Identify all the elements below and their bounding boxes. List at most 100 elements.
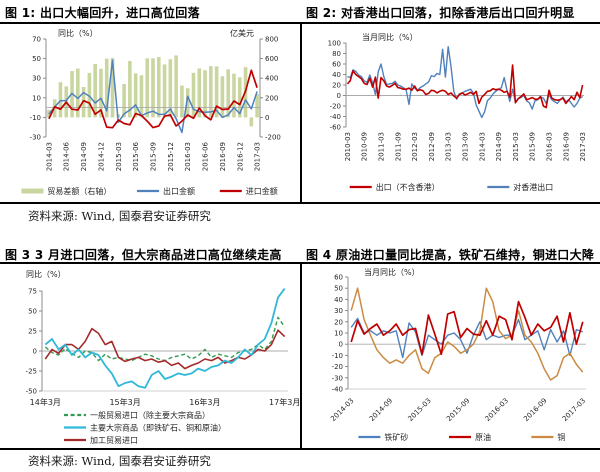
svg-text:2015-03: 2015-03 — [115, 142, 123, 171]
svg-text:2014-09: 2014-09 — [368, 397, 394, 423]
svg-text:-50: -50 — [26, 388, 37, 396]
svg-text:2016-09: 2016-09 — [522, 397, 548, 423]
svg-text:-20: -20 — [330, 103, 341, 111]
svg-text:20: 20 — [332, 82, 341, 90]
svg-text:2010-09: 2010-09 — [361, 132, 369, 161]
svg-text:50: 50 — [32, 55, 41, 63]
svg-text:0: 0 — [265, 114, 269, 122]
svg-text:2015-09: 2015-09 — [445, 397, 471, 423]
svg-text:-25: -25 — [26, 368, 37, 376]
y-axis-right: 800 600 400 200 0 -200 — [259, 36, 281, 142]
svg-text:2014-09: 2014-09 — [80, 142, 88, 171]
rule-above-top-source — [0, 202, 600, 205]
series-line — [48, 59, 258, 134]
svg-text:800: 800 — [265, 36, 278, 44]
svg-text:原油: 原油 — [475, 432, 491, 442]
rule-under-top-titles — [0, 22, 600, 25]
svg-text:2012-09: 2012-09 — [428, 132, 436, 161]
legend: 铁矿砂 原油 铜 — [358, 432, 565, 442]
svg-text:-60: -60 — [330, 124, 341, 132]
svg-text:40: 40 — [334, 296, 343, 304]
svg-text:2010-03: 2010-03 — [344, 132, 352, 161]
series-line — [44, 316, 286, 362]
svg-text:-20: -20 — [332, 363, 343, 371]
svg-text:贸易差额（右轴）: 贸易差额（右轴） — [47, 186, 111, 196]
svg-text:100: 100 — [328, 40, 341, 48]
x-axis-labels: 2014-03 2014-06 2014-09 2014-12 2015-03 2015-… — [45, 141, 261, 171]
svg-text:出口金额: 出口金额 — [163, 186, 195, 196]
svg-text:2016-03: 2016-03 — [546, 132, 554, 161]
svg-text:14年3月: 14年3月 — [30, 397, 61, 407]
svg-text:2016-09: 2016-09 — [562, 132, 570, 161]
svg-text:-30: -30 — [30, 134, 41, 142]
svg-text:20: 20 — [334, 318, 343, 326]
svg-text:400: 400 — [265, 75, 278, 83]
svg-text:2017-03: 2017-03 — [579, 132, 587, 161]
svg-text:50: 50 — [334, 285, 343, 293]
svg-text:出口（不含香港）: 出口（不含香港） — [376, 182, 440, 192]
svg-text:2016-06: 2016-06 — [202, 141, 210, 171]
svg-text:-40: -40 — [332, 386, 343, 394]
svg-text:2015-03: 2015-03 — [406, 397, 432, 423]
y-axis-unit-left: 同比（%） — [26, 269, 66, 279]
svg-text:40: 40 — [332, 71, 341, 79]
svg-text:2016-03: 2016-03 — [484, 397, 510, 423]
svg-text:2014-03: 2014-03 — [329, 397, 355, 423]
svg-text:2016-03: 2016-03 — [184, 142, 192, 171]
figure2-title: 图 2: 对香港出口回落，扣除香港后出口回升明显 — [306, 6, 575, 20]
rule-above-bottom-source — [0, 448, 600, 451]
svg-text:2015-12: 2015-12 — [167, 142, 175, 171]
svg-text:2014-09: 2014-09 — [495, 132, 503, 161]
svg-text:-30: -30 — [332, 374, 343, 382]
series-line — [48, 69, 258, 129]
svg-text:-40: -40 — [330, 113, 341, 121]
figure1-title: 图 1: 出口大幅回升，进口高位回落 — [5, 6, 200, 20]
series-line — [350, 317, 584, 359]
svg-text:16年3月: 16年3月 — [189, 397, 220, 407]
legend-swatch — [21, 188, 44, 194]
svg-text:2014-03: 2014-03 — [45, 142, 53, 171]
series-line — [347, 46, 583, 119]
series-line — [350, 300, 584, 356]
svg-text:17年3月: 17年3月 — [269, 397, 300, 407]
figure3-title: 图 3 3 月进口回落，但大宗商品进口高位继续走高 — [5, 248, 282, 262]
svg-text:2012-03: 2012-03 — [411, 132, 419, 161]
series-line — [44, 327, 286, 370]
svg-text:80: 80 — [332, 50, 341, 58]
svg-text:60: 60 — [334, 274, 343, 282]
series-line — [350, 287, 584, 381]
svg-text:铁矿砂: 铁矿砂 — [384, 432, 408, 442]
y-axis-unit-right: 亿美元 — [230, 28, 254, 38]
svg-text:30: 30 — [334, 307, 343, 315]
svg-text:2015-03: 2015-03 — [512, 132, 520, 161]
svg-text:2015-06: 2015-06 — [132, 141, 140, 171]
svg-text:2014-06: 2014-06 — [63, 141, 71, 171]
y-axis-left: 100 80 60 40 20 0 -20 -40 -60 — [328, 40, 347, 132]
series-line — [346, 64, 584, 109]
svg-text:一般贸易进口（除主要大宗商品）: 一般贸易进口（除主要大宗商品） — [90, 410, 210, 420]
x-axis-labels: 14年3月 15年3月 16年3月 17年3月 — [30, 397, 301, 407]
svg-text:60: 60 — [332, 61, 341, 69]
svg-text:2011-09: 2011-09 — [394, 132, 402, 161]
y-axis-left: 70 50 30 10 -10 -30 — [30, 36, 47, 142]
svg-text:200: 200 — [265, 94, 278, 102]
rule-under-bottom-titles — [0, 262, 600, 265]
svg-text:2014-12: 2014-12 — [97, 142, 105, 171]
svg-text:2015-09: 2015-09 — [529, 132, 537, 161]
svg-text:2014-03: 2014-03 — [478, 132, 486, 161]
svg-text:2013-03: 2013-03 — [445, 132, 453, 161]
svg-text:25: 25 — [28, 328, 37, 336]
svg-text:70: 70 — [32, 36, 41, 44]
svg-text:0: 0 — [337, 92, 341, 100]
svg-text:2015-09: 2015-09 — [150, 142, 158, 171]
svg-text:0: 0 — [33, 348, 37, 356]
svg-text:10: 10 — [334, 330, 343, 338]
svg-text:10: 10 — [32, 94, 41, 102]
svg-text:铜: 铜 — [557, 432, 565, 442]
panel-divider-bottom — [300, 264, 302, 448]
legend: 出口（不含香港） 对香港出口 — [349, 182, 553, 192]
source-note-top: 资料来源: Wind, 国泰君安证券研究 — [28, 209, 211, 223]
